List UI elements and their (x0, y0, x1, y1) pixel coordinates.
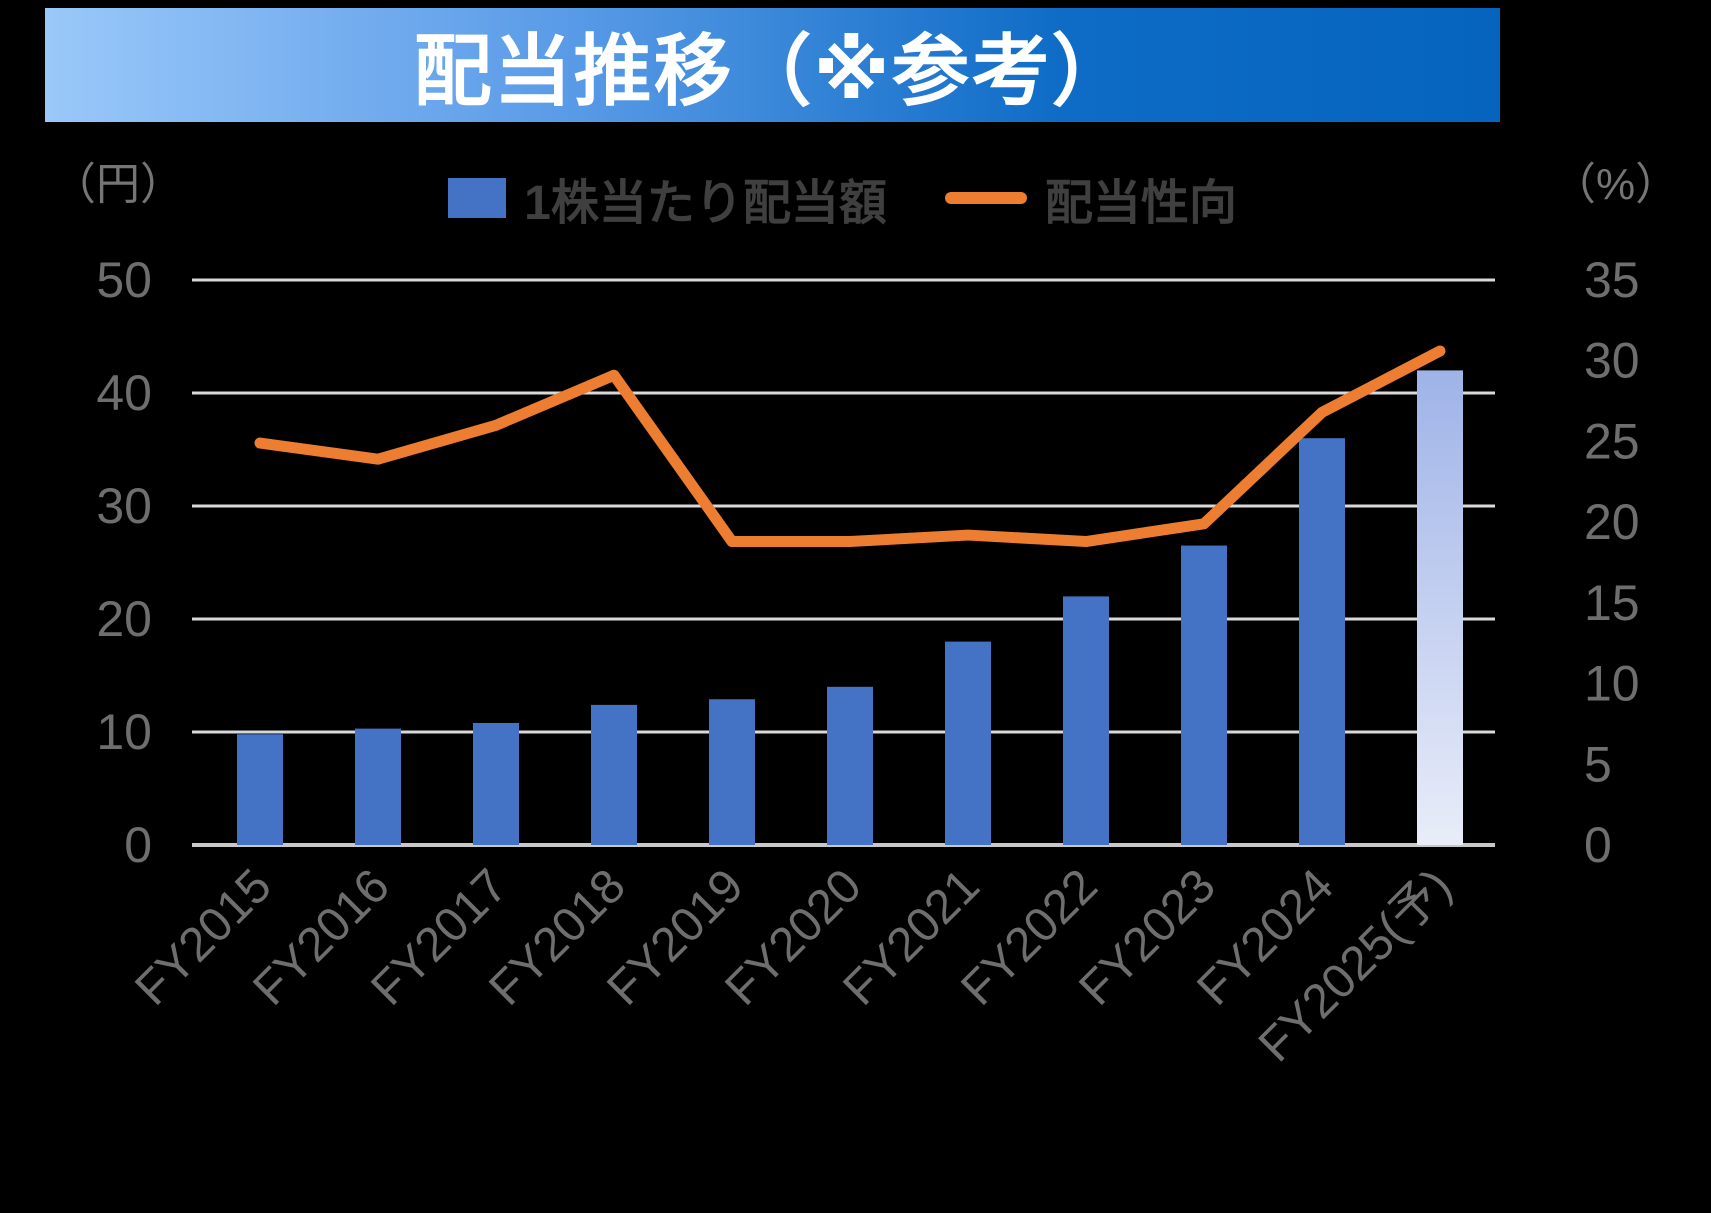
right-axis-tick-35: 35 (1584, 252, 1640, 308)
right-axis-tick-30: 30 (1584, 333, 1640, 389)
bar-FY2025(予) (1417, 370, 1463, 845)
right-axis-tick-5: 5 (1584, 736, 1612, 792)
chart-legend: 1株当たり配当額 配当性向 (190, 168, 1495, 230)
bar-FY2020 (827, 686, 873, 845)
left-axis-tick-30: 30 (96, 478, 152, 534)
legend-bar-swatch-icon (448, 178, 507, 218)
page-title: 配当推移（※参考） (413, 27, 1132, 115)
bar-FY2024 (1299, 438, 1345, 845)
legend-bar-label: 1株当たり配当額 (524, 177, 887, 230)
bar-FY2021 (945, 641, 991, 845)
left-axis-tick-10: 10 (96, 704, 152, 760)
right-axis-unit-label: （%） (1552, 160, 1680, 209)
title-banner: 配当推移（※参考） (45, 8, 1500, 122)
legend-line-label: 配当性向 (1044, 177, 1237, 230)
bar-FY2022 (1063, 596, 1109, 845)
right-axis-tick-10: 10 (1584, 656, 1640, 712)
right-axis-tick-15: 15 (1584, 575, 1640, 631)
legend-line-swatch-icon (944, 192, 1027, 204)
left-axis-tick-40: 40 (96, 365, 152, 421)
left-axis-unit-label: （円） (52, 160, 184, 209)
bar-FY2023 (1181, 545, 1227, 845)
bar-FY2019 (709, 699, 755, 845)
right-axis-tick-20: 20 (1584, 494, 1640, 550)
right-axis-tick-25: 25 (1584, 413, 1640, 469)
right-axis-tick-0: 0 (1584, 817, 1612, 873)
bar-FY2018 (591, 704, 637, 845)
left-axis-tick-50: 50 (96, 252, 152, 308)
left-axis-tick-0: 0 (124, 817, 152, 873)
payout-ratio-line (254, 345, 1446, 548)
left-axis-tick-20: 20 (96, 591, 152, 647)
bar-FY2017 (473, 722, 519, 845)
bar-FY2015 (237, 734, 283, 845)
bar-FY2016 (355, 728, 401, 845)
